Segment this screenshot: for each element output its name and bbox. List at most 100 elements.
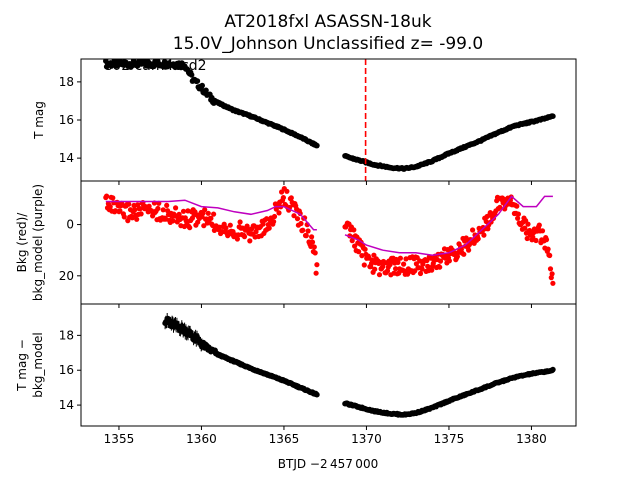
y-axis-label: T mag − [15, 339, 29, 392]
bkg-point [138, 211, 144, 217]
bkg-point [372, 266, 378, 272]
bkg-point [211, 211, 217, 217]
bkg-point [202, 207, 208, 213]
bkg-point [137, 206, 143, 212]
bkg-point [403, 256, 409, 262]
bkg-point [271, 213, 278, 220]
bkg-point [371, 252, 377, 258]
bkg-point [165, 208, 171, 214]
x-tick-label: 1365 [269, 432, 300, 446]
bkg-point [437, 258, 444, 264]
chart-title-line1: AT2018fxl ASASSN-18uk [224, 12, 431, 32]
bkg-point [291, 213, 297, 219]
bkg-model-line [344, 195, 553, 257]
panel-top: 14 16 18 T mag [32, 58, 577, 185]
y-tick-label: 16 [59, 363, 74, 377]
panel-frame [80, 58, 577, 182]
bkg-point [237, 219, 243, 225]
bkg-point [302, 215, 308, 221]
bkg-point [525, 221, 531, 227]
bkg-point [107, 204, 113, 210]
bkg-point [160, 207, 166, 213]
bkg-point [208, 215, 214, 221]
bkg-point [247, 238, 253, 244]
plot-area-middle [103, 186, 556, 286]
bkg-point [104, 193, 110, 199]
x-tick-label: 1380 [516, 432, 547, 446]
bkg-point [303, 233, 309, 239]
bkg-point [312, 250, 318, 256]
bkg-model-line [105, 199, 317, 231]
chart-title-line2: 15.0V_Johnson Unclassified z= -99.0 [173, 34, 483, 54]
bkg-point [524, 235, 530, 242]
bkg-point [454, 253, 460, 260]
bkg-point [294, 216, 301, 222]
bkg-point [466, 247, 472, 253]
x-axis-label: BTJD −2 457 000 [278, 457, 378, 471]
bkg-point [117, 208, 123, 214]
bkg-point [515, 211, 522, 217]
bkg-point [395, 259, 401, 265]
bkg-point [110, 195, 116, 201]
sector-label: s02 cam4ccd2 [105, 58, 207, 74]
bkg-point [164, 202, 170, 208]
x-tick-label: 1375 [434, 432, 465, 446]
x-tick-label: 1360 [186, 432, 217, 446]
bkg-point [470, 227, 476, 233]
bkg-point [205, 210, 211, 216]
bkg-point [155, 205, 161, 212]
y-axis-label: Bkg (red)/ [15, 212, 29, 273]
bkg-point [201, 223, 207, 229]
bkg-point [547, 266, 554, 272]
panel-frame [80, 303, 577, 427]
y-axis-label: bkg_model [31, 332, 45, 398]
bkg-point [533, 237, 539, 244]
bkg-point [397, 255, 403, 261]
bkg-point [132, 207, 138, 213]
bkg-point [234, 236, 240, 242]
panel-middle: 0 20 Bkg (red)/bkg_model (purple) [15, 180, 577, 308]
bkg-point [300, 227, 306, 233]
bkg-point [180, 208, 187, 214]
plot-area-top [103, 59, 556, 181]
bkg-point [314, 262, 320, 268]
bkg-point [424, 257, 430, 264]
bkg-point [530, 234, 536, 240]
y-tick-label: 18 [59, 75, 74, 89]
bkg-point [437, 264, 443, 270]
bkg-point [280, 195, 286, 201]
bkg-point [241, 234, 248, 240]
y-tick-label: 14 [59, 398, 74, 412]
bkg-point [514, 203, 520, 209]
bkg-point [419, 266, 425, 272]
bkg-point [393, 266, 399, 272]
bkg-point [266, 225, 272, 231]
bkg-point [309, 239, 316, 245]
bkg-point [311, 244, 317, 250]
bkg-point [543, 237, 550, 243]
bkg-point [536, 222, 542, 228]
panel-group: 14 16 18 T mag 0 20 Bkg (red)/bkg_model (purpl… [15, 58, 577, 446]
bkg-point [173, 205, 179, 211]
bkg-point [271, 219, 277, 225]
bkg-point [288, 195, 294, 201]
y-tick-label: 14 [59, 151, 74, 165]
bkg-point [522, 225, 528, 231]
bkg-point [187, 225, 193, 231]
bkg-point [121, 214, 127, 220]
mag-point [314, 391, 320, 398]
bkg-point [497, 204, 503, 210]
bkg-point [417, 270, 424, 277]
mag-point [199, 82, 205, 89]
bkg-point [170, 218, 176, 224]
y-tick-label: 18 [59, 328, 74, 342]
bkg-point [356, 249, 362, 255]
y-tick-label: 16 [59, 113, 74, 127]
mag-point [314, 142, 320, 149]
x-tick-label: 1355 [104, 432, 135, 446]
panel-bottom: 14 16 18 1355 1360 1365 1370 1375 1380 T mag − bkg… [15, 303, 577, 446]
bkg-point [545, 246, 551, 252]
bkg-point [313, 270, 319, 276]
bkg-point [539, 228, 546, 234]
